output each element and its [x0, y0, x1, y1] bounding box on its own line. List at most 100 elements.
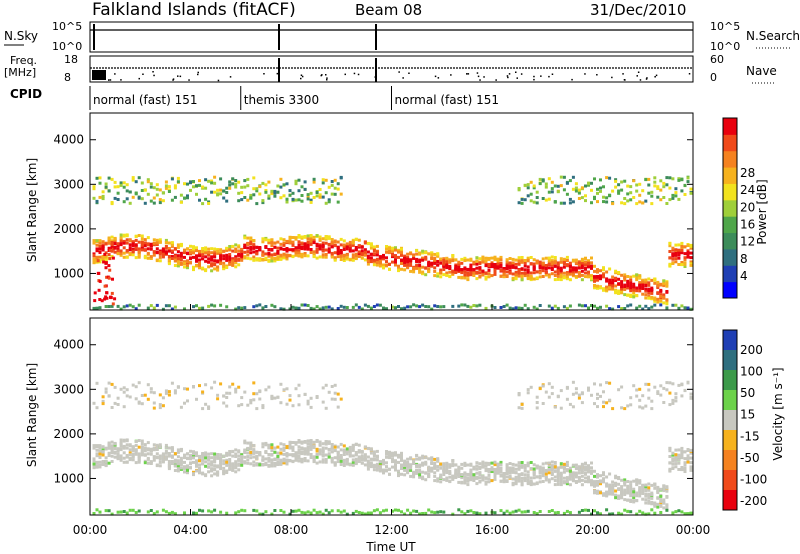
heatmap-cell [571, 270, 575, 274]
heatmap-cell [98, 460, 102, 464]
heatmap-cell [574, 186, 578, 190]
heatmap-cell [348, 463, 352, 467]
heatmap-cell [638, 488, 642, 492]
heatmap-cell [324, 383, 328, 387]
heatmap-cell [288, 398, 292, 402]
heatmap-cell [680, 456, 684, 460]
heatmap-cell [186, 387, 189, 391]
heatmap-cell [333, 445, 337, 449]
heatmap-cell [173, 462, 177, 466]
heatmap-cell [590, 461, 593, 465]
nave-dot [138, 77, 140, 80]
heatmap-cell [451, 254, 455, 257]
heatmap-cell [167, 241, 171, 245]
heatmap-cell [614, 185, 618, 189]
heatmap-cell [158, 406, 162, 410]
heatmap-cell [484, 271, 488, 275]
heatmap-cell [264, 190, 268, 194]
heatmap-cell [363, 455, 367, 459]
heatmap-cell [333, 178, 337, 182]
heatmap-cell [562, 261, 566, 265]
heatmap-cell [288, 240, 292, 244]
heatmap-cell [243, 250, 247, 254]
heatmap-cell [303, 303, 307, 307]
heatmap-cell [623, 483, 627, 487]
heatmap-cell [620, 201, 624, 205]
heatmap-cell [680, 189, 684, 193]
heatmap-cell [535, 196, 539, 199]
heatmap-cell [529, 385, 533, 389]
heatmap-cell [204, 178, 208, 182]
heatmap-cell [499, 263, 503, 267]
heatmap-cell [535, 401, 539, 404]
heatmap-cell [644, 492, 648, 496]
heatmap-cell [653, 504, 657, 508]
heatmap-cell [92, 239, 96, 243]
heatmap-cell [481, 465, 485, 469]
heatmap-cell [192, 450, 195, 454]
heatmap-cell [418, 270, 422, 274]
heatmap-cell [336, 247, 340, 251]
nave-dot [188, 79, 190, 81]
heatmap-cell [357, 449, 361, 453]
heatmap-cell [502, 480, 506, 484]
heatmap-cell [541, 197, 545, 200]
heatmap-cell [327, 448, 331, 452]
heatmap-cell [351, 511, 355, 515]
heatmap-cell [92, 187, 96, 191]
heatmap-cell [659, 303, 663, 307]
heatmap-cell [574, 270, 578, 274]
heatmap-cell [508, 270, 512, 274]
heatmap-cell [394, 459, 397, 463]
heatmap-cell [252, 255, 256, 259]
heatmap-cell [173, 186, 177, 190]
heatmap-cell [556, 468, 560, 472]
heatmap-cell [493, 272, 497, 276]
heatmap-cell [270, 303, 274, 307]
nave-dot [450, 74, 452, 76]
heatmap-cell [167, 190, 171, 193]
heatmap-cell [204, 268, 208, 272]
heatmap-cell [128, 395, 132, 399]
y-tick-label: 4000 [53, 133, 84, 147]
heatmap-cell [596, 268, 599, 272]
heatmap-cell [674, 399, 678, 403]
heatmap-cell [529, 274, 533, 278]
heatmap-cell [674, 510, 678, 514]
heatmap-cell [418, 468, 422, 472]
heatmap-cell [104, 255, 108, 258]
heatmap-cell [641, 497, 645, 501]
heatmap-cell [294, 198, 298, 202]
heatmap-cell [626, 491, 630, 495]
heatmap-cell [119, 236, 123, 240]
heatmap-cell [225, 396, 229, 399]
heatmap-cell [240, 248, 244, 252]
colorbar-band [723, 410, 737, 431]
heatmap-cell [662, 279, 666, 283]
heatmap-cell [442, 268, 446, 271]
heatmap-cell [222, 257, 226, 261]
heatmap-cell [309, 191, 313, 195]
heatmap-cell [382, 509, 385, 513]
heatmap-cell [95, 452, 99, 456]
heatmap-cell [647, 488, 651, 492]
heatmap-cell [680, 446, 684, 450]
heatmap-cell [565, 259, 569, 262]
freq-tick-bottom: 8 [64, 71, 71, 84]
heatmap-cell [140, 243, 144, 247]
heatmap-cell [315, 439, 319, 443]
heatmap-cell [234, 259, 238, 262]
heatmap-cell [228, 259, 232, 263]
heatmap-cell [95, 249, 99, 253]
heatmap-cell [529, 199, 533, 203]
heatmap-cell [385, 452, 388, 456]
heatmap-cell [207, 462, 211, 466]
heatmap-cell [255, 509, 259, 513]
nave-dot [325, 74, 327, 76]
heatmap-cell [550, 260, 554, 264]
heatmap-cell [369, 457, 373, 461]
heatmap-cell [93, 291, 97, 295]
heatmap-cell [463, 259, 467, 262]
heatmap-cell [195, 246, 198, 250]
heatmap-cell [291, 453, 295, 457]
